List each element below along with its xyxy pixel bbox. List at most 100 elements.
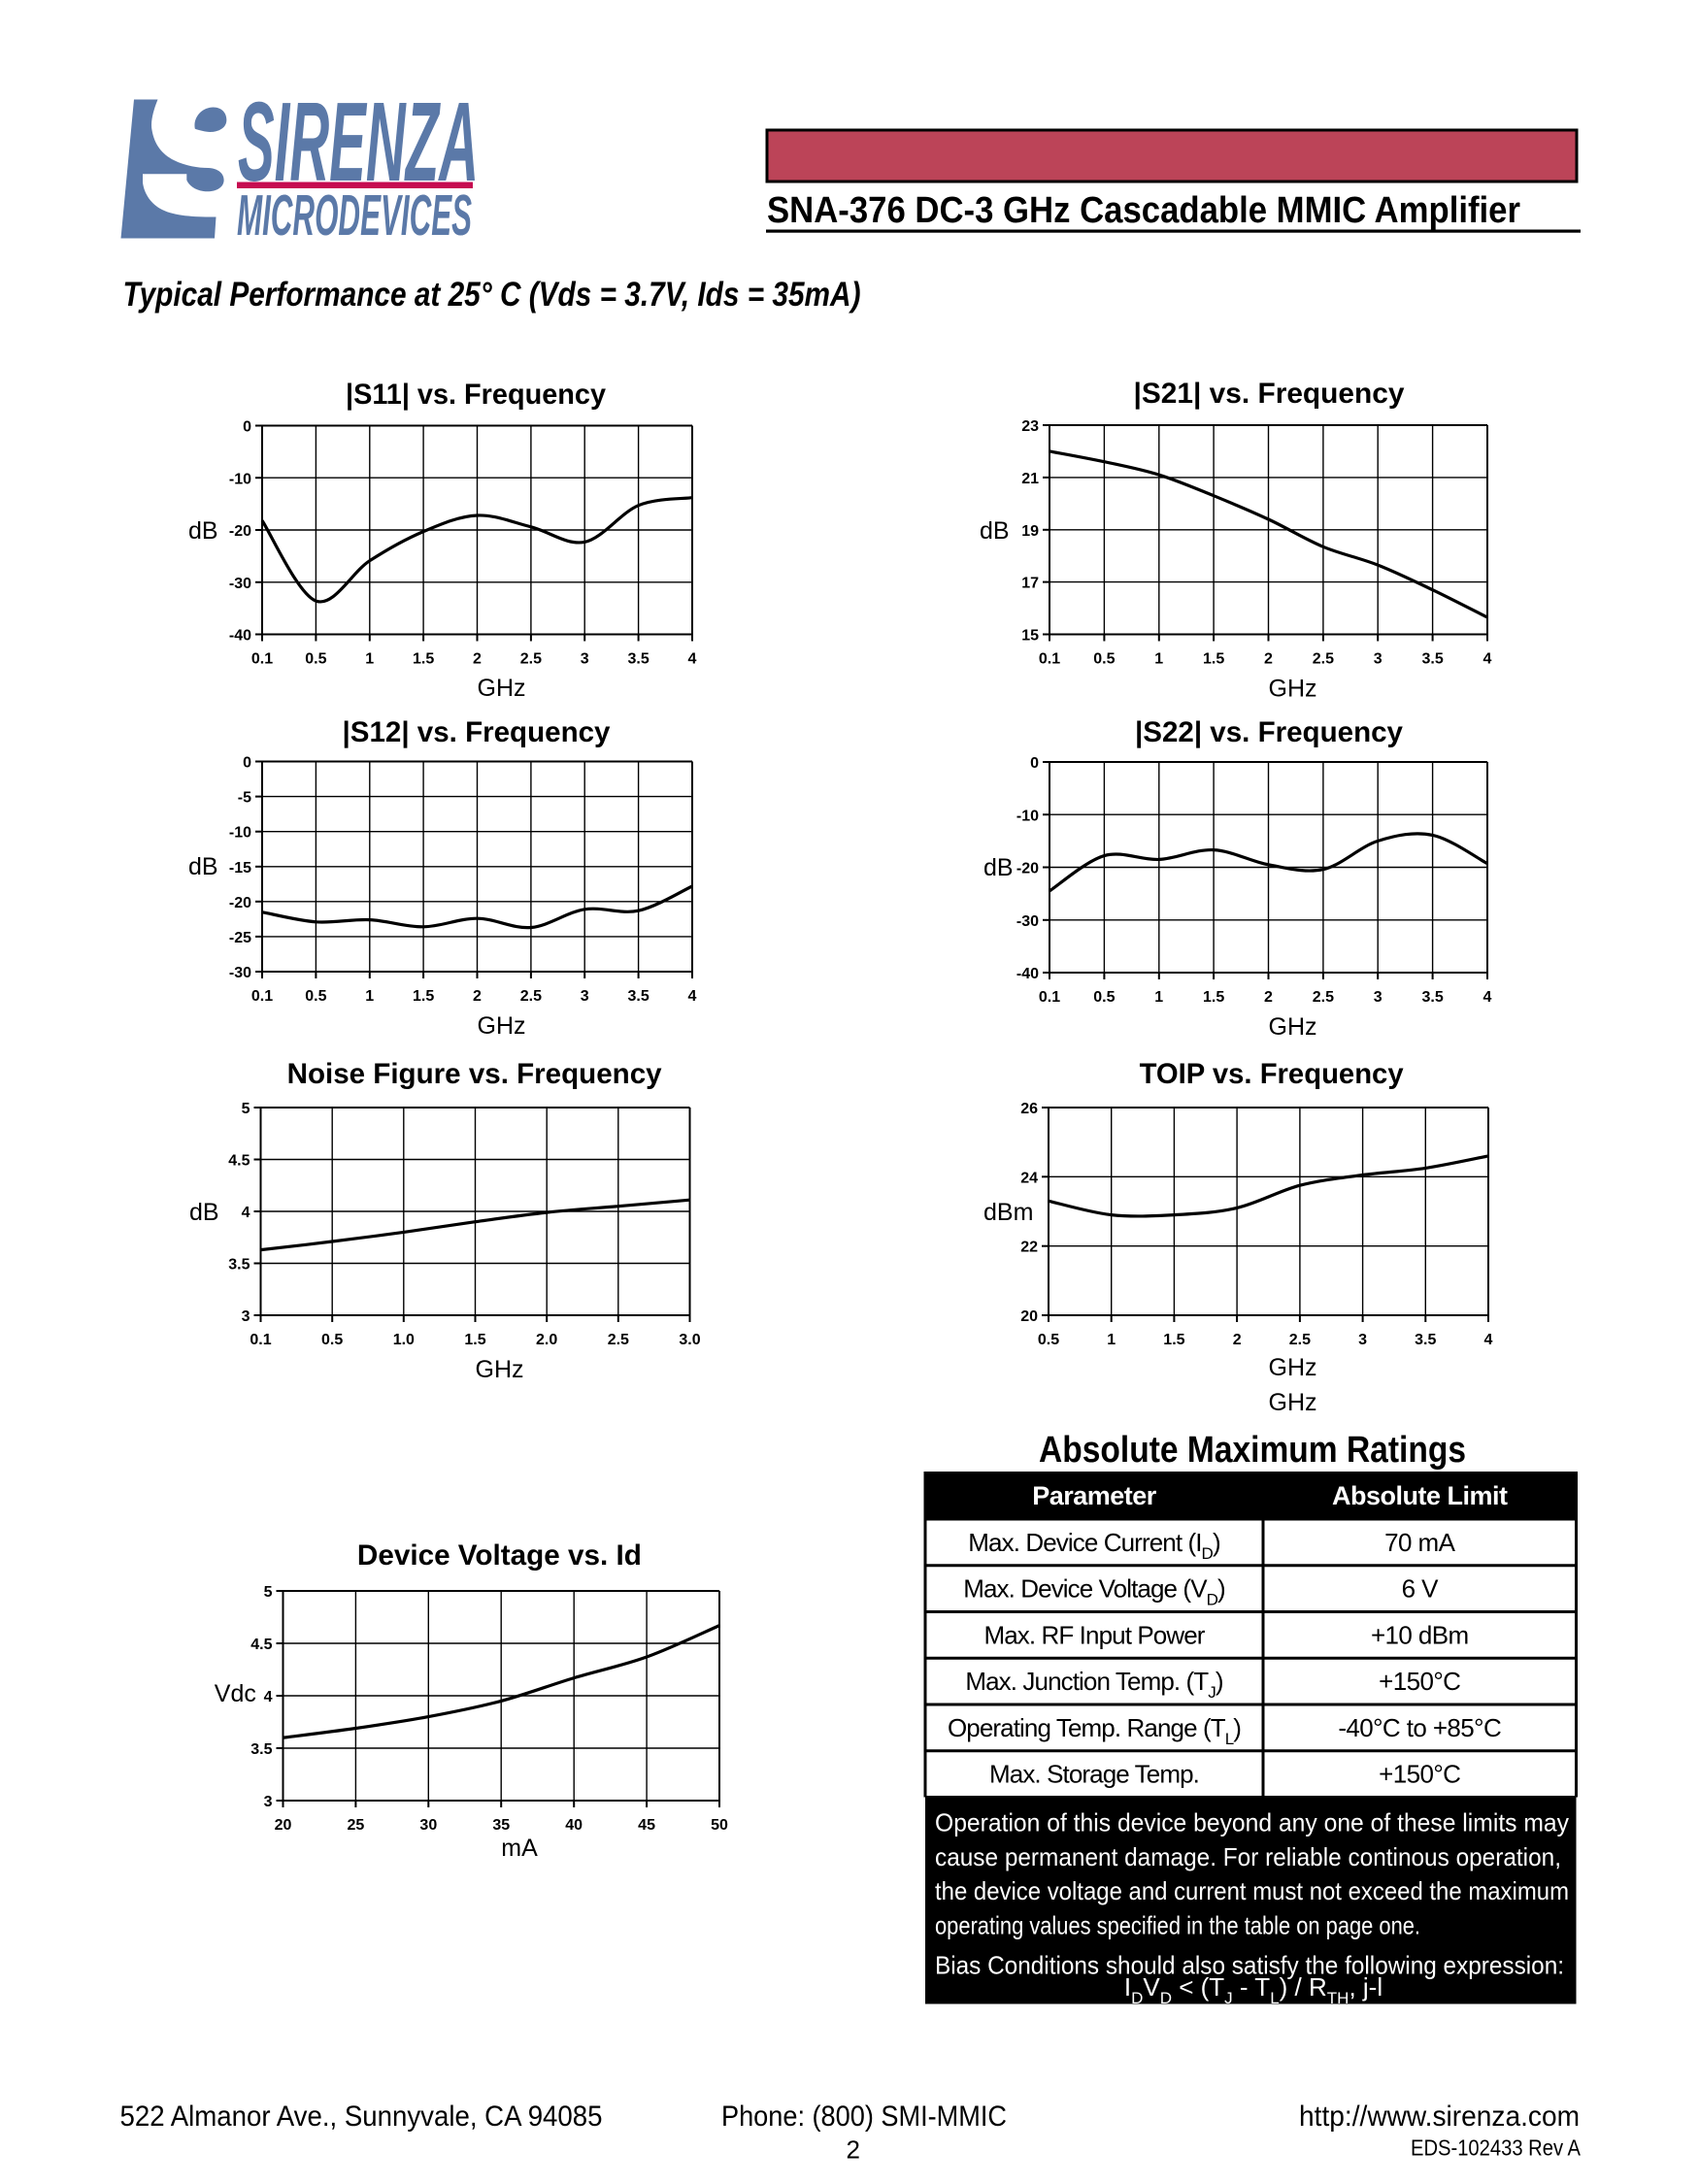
svg-text:0: 0 xyxy=(1030,755,1039,772)
svg-text:2.5: 2.5 xyxy=(1289,1332,1311,1348)
svg-text:mA: mA xyxy=(501,1835,538,1862)
svg-text:4.5: 4.5 xyxy=(250,1637,272,1653)
svg-text:0.1: 0.1 xyxy=(251,988,273,1005)
svg-text:2.5: 2.5 xyxy=(520,651,542,668)
svg-text:Max. Device Current (ID): Max. Device Current (ID) xyxy=(968,1528,1220,1563)
svg-text:2.5: 2.5 xyxy=(520,988,542,1005)
svg-text:1: 1 xyxy=(1154,651,1163,668)
svg-text:3.0: 3.0 xyxy=(679,1332,700,1348)
svg-text:3.5: 3.5 xyxy=(250,1741,272,1758)
svg-text:2: 2 xyxy=(1264,651,1273,668)
svg-text:Absolute Limit: Absolute Limit xyxy=(1332,1481,1508,1510)
svg-text:dB: dB xyxy=(188,517,218,545)
svg-text:-30: -30 xyxy=(1016,913,1039,930)
svg-text:-20: -20 xyxy=(1016,861,1039,877)
svg-text:cause permanent damage. For r: cause permanent damage. For reliable con… xyxy=(935,1842,1561,1871)
svg-text:3: 3 xyxy=(242,1308,250,1325)
svg-text:TOIP vs. Frequency: TOIP vs. Frequency xyxy=(1140,1058,1404,1090)
svg-text:522 Almanor Ave., Sunnyvale, C: 522 Almanor Ave., Sunnyvale, CA 94085 xyxy=(120,2101,603,2133)
svg-text:0.5: 0.5 xyxy=(1093,989,1115,1006)
svg-text:15: 15 xyxy=(1021,628,1039,645)
svg-text:-40: -40 xyxy=(1016,966,1039,982)
svg-text:GHz: GHz xyxy=(1269,1013,1317,1041)
svg-text:17: 17 xyxy=(1021,576,1039,592)
svg-text:+150°C: +150°C xyxy=(1379,1760,1460,1789)
svg-text:2.5: 2.5 xyxy=(1313,651,1334,668)
svg-text:2: 2 xyxy=(473,988,482,1005)
svg-text:Typical Performance at 25° C (: Typical Performance at 25° C (Vds = 3.7V… xyxy=(123,276,861,314)
svg-text:2.5: 2.5 xyxy=(1313,989,1334,1006)
svg-text:Max. RF Input Power: Max. RF Input Power xyxy=(983,1620,1205,1649)
svg-text:20: 20 xyxy=(1020,1308,1038,1325)
svg-text:4: 4 xyxy=(242,1205,250,1221)
svg-text:0.1: 0.1 xyxy=(251,651,273,668)
svg-text:40: 40 xyxy=(565,1817,583,1834)
svg-text:70 mA: 70 mA xyxy=(1384,1528,1455,1557)
svg-text:|S21| vs. Frequency: |S21| vs. Frequency xyxy=(1134,378,1405,410)
svg-text:1: 1 xyxy=(365,651,374,668)
svg-text:-20: -20 xyxy=(229,523,251,540)
svg-text:6 V: 6 V xyxy=(1402,1574,1439,1604)
svg-text:1.5: 1.5 xyxy=(1163,1332,1184,1348)
svg-text:0.5: 0.5 xyxy=(1093,651,1115,668)
svg-text:Phone: (800) SMI-MMIC: Phone: (800) SMI-MMIC xyxy=(721,2101,1007,2133)
svg-text:2: 2 xyxy=(473,651,482,668)
svg-text:5: 5 xyxy=(264,1584,273,1601)
svg-text:-10: -10 xyxy=(229,471,251,487)
svg-text:2: 2 xyxy=(846,2135,859,2165)
svg-text:22: 22 xyxy=(1020,1240,1038,1256)
svg-text:-15: -15 xyxy=(229,860,251,877)
svg-text:|S11| vs. Frequency: |S11| vs. Frequency xyxy=(346,379,606,411)
svg-text:4: 4 xyxy=(1483,651,1492,668)
svg-text:35: 35 xyxy=(492,1817,510,1834)
svg-text:19: 19 xyxy=(1021,523,1039,540)
svg-text:GHz: GHz xyxy=(478,675,526,702)
svg-text:30: 30 xyxy=(419,1817,437,1834)
svg-text:21: 21 xyxy=(1021,471,1039,487)
svg-text:dB: dB xyxy=(980,517,1010,545)
svg-text:-30: -30 xyxy=(229,965,251,981)
svg-text:0: 0 xyxy=(243,755,251,772)
svg-text:-10: -10 xyxy=(1016,808,1039,824)
svg-text:3: 3 xyxy=(264,1794,273,1810)
svg-text:Noise Figure vs. Frequency: Noise Figure vs. Frequency xyxy=(287,1058,662,1090)
svg-text:1.5: 1.5 xyxy=(1203,651,1224,668)
svg-text:1.5: 1.5 xyxy=(413,988,434,1005)
svg-text:dBm: dBm xyxy=(983,1199,1033,1226)
svg-text:Max. Junction Temp. (TJ): Max. Junction Temp. (TJ) xyxy=(965,1667,1223,1702)
svg-text:Absolute Maximum Ratings: Absolute Maximum Ratings xyxy=(1039,1430,1466,1471)
svg-text:-25: -25 xyxy=(229,930,251,946)
svg-text:Operating Temp. Range (TL): Operating Temp. Range (TL) xyxy=(948,1713,1241,1748)
svg-text:-5: -5 xyxy=(238,790,251,807)
svg-text:25: 25 xyxy=(348,1817,365,1834)
svg-text:dB: dB xyxy=(188,853,218,880)
svg-text:3: 3 xyxy=(1374,989,1383,1006)
svg-text:GHz: GHz xyxy=(478,1012,526,1040)
svg-text:3.5: 3.5 xyxy=(1422,989,1444,1006)
svg-text:3: 3 xyxy=(581,988,589,1005)
svg-text:50: 50 xyxy=(711,1817,728,1834)
svg-text:Max. Device Voltage (VD): Max. Device Voltage (VD) xyxy=(963,1574,1225,1609)
svg-text:4: 4 xyxy=(1484,1332,1493,1348)
svg-text:Max. Storage Temp.: Max. Storage Temp. xyxy=(989,1760,1199,1789)
svg-text:EDS-102433 Rev A: EDS-102433 Rev A xyxy=(1411,2135,1582,2161)
svg-text:-30: -30 xyxy=(229,576,251,592)
svg-text:Vdc: Vdc xyxy=(215,1680,256,1707)
svg-text:4: 4 xyxy=(688,988,697,1005)
svg-text:-40: -40 xyxy=(229,628,251,645)
svg-text:dB: dB xyxy=(189,1199,219,1226)
svg-text:http://www.sirenza.com: http://www.sirenza.com xyxy=(1299,2101,1580,2133)
svg-text:20: 20 xyxy=(275,1817,292,1834)
svg-text:0.5: 0.5 xyxy=(305,651,326,668)
svg-text:3: 3 xyxy=(581,651,589,668)
svg-text:MICRODEVICES: MICRODEVICES xyxy=(237,183,472,248)
svg-text:0.5: 0.5 xyxy=(305,988,326,1005)
svg-text:3.5: 3.5 xyxy=(228,1257,250,1274)
svg-text:3: 3 xyxy=(1358,1332,1367,1348)
svg-text:Operation of this device beyon: Operation of this device beyond any one … xyxy=(935,1808,1569,1837)
svg-text:operating values specified in: operating values specified in the table … xyxy=(935,1911,1420,1940)
svg-text:4: 4 xyxy=(1483,989,1492,1006)
svg-text:1.5: 1.5 xyxy=(464,1332,485,1348)
svg-text:3.5: 3.5 xyxy=(1415,1332,1436,1348)
svg-text:4.5: 4.5 xyxy=(228,1153,250,1170)
